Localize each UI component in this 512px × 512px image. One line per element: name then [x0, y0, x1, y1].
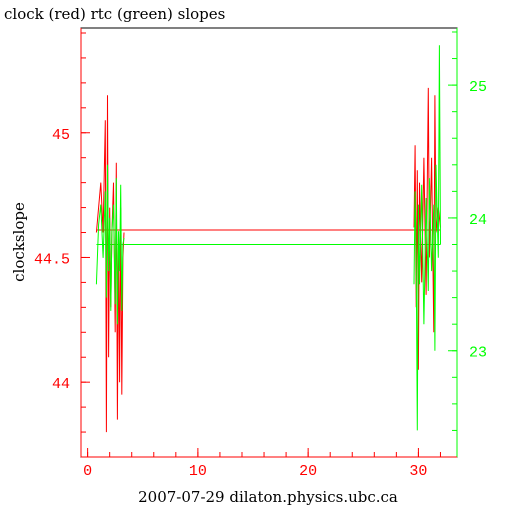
left-tick-label: 44.5 — [34, 251, 70, 268]
x-axis-label: 2007-07-29 dilaton.physics.ubc.ca — [138, 488, 398, 506]
plot-frame — [80, 27, 458, 458]
clock-series-line — [413, 87, 441, 370]
x-tick-label: 10 — [189, 463, 207, 480]
chart-title: clock (red) rtc (green) slopes — [4, 5, 225, 23]
rtc-series-line — [95, 164, 125, 325]
right-y-axis: 23 24 25 — [448, 28, 487, 457]
left-tick-label: 44 — [52, 376, 70, 393]
left-tick-label: 45 — [52, 127, 70, 144]
right-tick-label: 23 — [469, 345, 487, 362]
right-tick-label: 25 — [469, 79, 487, 96]
rtc-series-line — [413, 45, 441, 431]
x-tick-label: 0 — [83, 463, 92, 480]
reference-lines — [96, 229, 441, 245]
y-axis-label: clockslope — [10, 202, 28, 282]
x-tick-label: 20 — [299, 463, 317, 480]
series-lines — [95, 45, 441, 433]
x-tick-label: 30 — [409, 463, 427, 480]
right-tick-label: 24 — [469, 212, 487, 229]
x-axis: 0 10 20 30 — [81, 448, 457, 480]
left-y-axis: 44 44.5 45 — [34, 28, 90, 457]
